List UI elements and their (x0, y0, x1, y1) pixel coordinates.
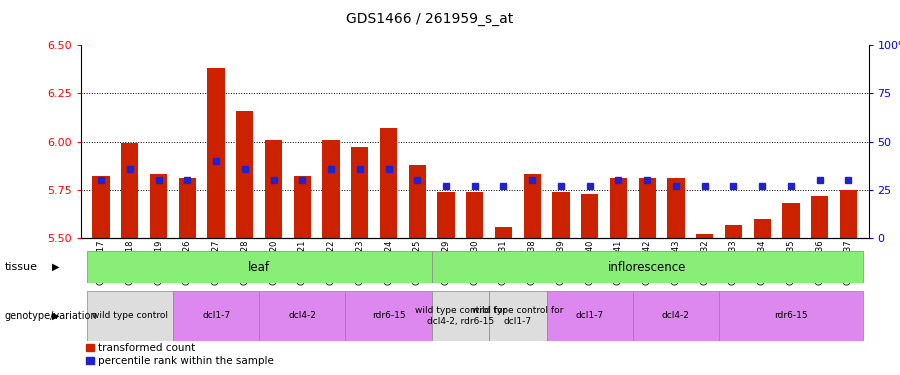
Bar (322, 140, 339, 238)
Text: inflorescence: inflorescence (608, 261, 687, 274)
Bar (93, 176, 110, 238)
Bar (466, 192, 483, 238)
Bar (553, 192, 570, 238)
Bar (696, 234, 714, 238)
Text: GDS1466 / 261959_s_at: GDS1466 / 261959_s_at (346, 12, 513, 26)
Bar (432, 291, 489, 341)
Bar (719, 291, 863, 341)
Bar (581, 194, 598, 238)
Legend: transformed count, percentile rank within the sample: transformed count, percentile rank withi… (86, 343, 274, 366)
Text: wild type control for
dcl4-2, rdr6-15: wild type control for dcl4-2, rdr6-15 (415, 306, 506, 326)
Bar (495, 226, 512, 238)
Bar (840, 190, 857, 238)
Bar (639, 178, 656, 238)
Bar (437, 192, 454, 238)
Bar (86, 291, 173, 341)
Bar (782, 203, 799, 238)
Text: rdr6-15: rdr6-15 (372, 311, 405, 320)
Text: wild type control: wild type control (92, 311, 168, 320)
Bar (753, 219, 770, 238)
Bar (724, 225, 742, 238)
Bar (293, 176, 310, 238)
Text: tissue: tissue (4, 262, 38, 272)
Bar (667, 178, 685, 238)
Text: dcl4-2: dcl4-2 (288, 311, 316, 320)
Bar (150, 174, 167, 238)
Text: ▶: ▶ (52, 311, 59, 321)
Bar (265, 140, 283, 238)
Bar (380, 128, 397, 238)
Bar (208, 68, 225, 238)
Text: dcl4-2: dcl4-2 (662, 311, 690, 320)
Text: leaf: leaf (248, 261, 270, 274)
Bar (546, 291, 633, 341)
Bar (122, 144, 139, 238)
Bar (236, 111, 254, 238)
Bar (633, 291, 719, 341)
Bar (179, 178, 196, 238)
Bar (489, 291, 546, 341)
Text: ▶: ▶ (52, 262, 59, 272)
Text: genotype/variation: genotype/variation (4, 311, 97, 321)
Bar (432, 251, 863, 283)
Text: dcl1-7: dcl1-7 (576, 311, 604, 320)
Bar (811, 196, 828, 238)
Bar (610, 178, 627, 238)
Bar (259, 291, 346, 341)
Bar (86, 251, 432, 283)
Text: rdr6-15: rdr6-15 (774, 311, 807, 320)
Text: wild type control for
dcl1-7: wild type control for dcl1-7 (472, 306, 563, 326)
Text: dcl1-7: dcl1-7 (202, 311, 230, 320)
Bar (346, 291, 432, 341)
Bar (409, 165, 426, 238)
Bar (524, 174, 541, 238)
Bar (351, 147, 368, 238)
Bar (173, 291, 259, 341)
